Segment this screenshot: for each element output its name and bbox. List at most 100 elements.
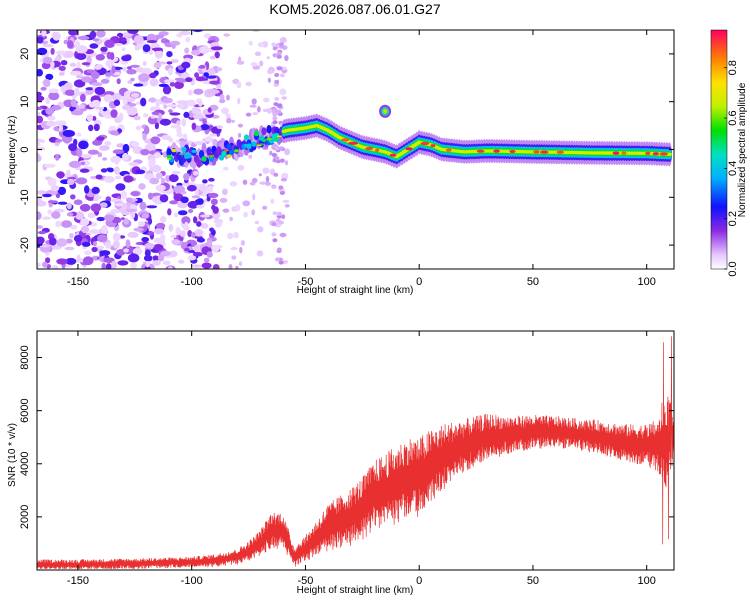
heatmap-cell <box>284 55 289 62</box>
heatmap-cell <box>42 261 48 268</box>
heatmap-cell <box>176 33 183 38</box>
heatmap-cell <box>280 177 287 182</box>
heatmap-cell <box>155 172 163 180</box>
x-tick-label: -100 <box>181 575 203 587</box>
heatmap-cell <box>87 212 96 219</box>
heatmap-cell <box>405 147 413 151</box>
heatmap-cell <box>47 115 56 121</box>
heatmap-cell <box>37 236 45 245</box>
heatmap-cell <box>120 190 127 200</box>
heatmap-cell <box>169 82 176 87</box>
heatmap-cell <box>45 107 55 115</box>
heatmap-cell <box>236 60 245 65</box>
heatmap-cell <box>84 185 90 194</box>
heatmap-cell <box>122 98 128 106</box>
heatmap-cell <box>119 235 126 239</box>
snr-x-ticks: -150 -100 -50 0 50 100 <box>67 331 656 587</box>
heatmap-cell <box>178 153 185 156</box>
heatmap-cell <box>430 144 436 148</box>
heatmap-cell <box>105 72 112 77</box>
heatmap-cell <box>138 183 146 190</box>
heatmap-cell <box>141 213 149 219</box>
colorbar-gradient <box>711 30 727 269</box>
heatmap-cell <box>103 175 115 183</box>
heatmap-cell <box>207 67 216 76</box>
heatmap-cell <box>210 198 218 205</box>
heatmap-cell <box>52 31 61 41</box>
heatmap-cell <box>139 201 147 211</box>
heatmap-cell <box>184 47 190 54</box>
heatmap-cell <box>171 43 176 49</box>
heatmap-cell <box>56 171 65 179</box>
heatmap-cell <box>102 157 107 161</box>
heatmap-cell <box>169 112 181 116</box>
heatmap-cell <box>37 115 44 124</box>
heatmap-cell <box>168 174 179 183</box>
heatmap-cell <box>196 159 202 168</box>
heatmap-cell <box>253 130 260 137</box>
heatmap-cell <box>68 160 81 168</box>
heatmap-cell <box>37 225 43 229</box>
colorbar-tick-label: 0.2 <box>727 211 739 226</box>
y-tick-label: -10 <box>19 189 31 205</box>
heatmap-cell <box>154 227 164 235</box>
heatmap-cell <box>176 182 183 187</box>
heatmap-cell <box>103 257 115 264</box>
heatmap-cell <box>67 176 77 180</box>
heatmap-cell <box>276 135 282 138</box>
heatmap-cell <box>37 153 41 162</box>
heatmap-cell <box>181 118 187 127</box>
x-tick-label: -150 <box>67 276 89 288</box>
heatmap-cell <box>42 56 53 64</box>
heatmap-cell <box>207 89 220 95</box>
heatmap-cell <box>169 250 178 258</box>
heatmap-cell <box>271 152 277 157</box>
heatmap-cell <box>154 122 159 130</box>
heatmap-cell <box>126 68 137 75</box>
heatmap-cell <box>113 99 121 107</box>
heatmap-cell <box>111 65 116 74</box>
heatmap-cell <box>47 209 53 215</box>
heatmap-cell <box>181 216 191 225</box>
heatmap-cell <box>282 199 290 204</box>
heatmap-cell <box>86 114 94 122</box>
heatmap-cell <box>88 124 94 132</box>
heatmap-cell <box>279 191 285 195</box>
heatmap-cell <box>242 200 251 207</box>
heatmap-cell <box>58 124 64 132</box>
heatmap-cell <box>40 86 47 91</box>
heatmap-cell <box>76 132 82 137</box>
heatmap-cell <box>94 64 102 70</box>
heatmap-cell <box>261 138 267 142</box>
heatmap-cell <box>219 94 225 100</box>
heatmap-cell <box>92 38 99 42</box>
heatmap-cell <box>95 245 105 250</box>
heatmap-cell <box>76 61 81 70</box>
heatmap-cell <box>276 247 282 252</box>
heatmap-cell <box>70 194 76 200</box>
heatmap-cell <box>37 95 45 102</box>
heatmap-cell <box>135 125 141 131</box>
heatmap-cell <box>251 209 255 216</box>
heatmap-cell <box>652 152 659 156</box>
heatmap-cell <box>99 145 110 151</box>
heatmap-cell <box>117 260 129 266</box>
heatmap-cell <box>240 240 245 246</box>
heatmap-cell <box>187 200 199 209</box>
heatmap-cell <box>389 153 397 157</box>
heatmap-cell <box>103 94 113 103</box>
heatmap-cell <box>37 68 43 77</box>
heatmap-cell <box>69 233 74 239</box>
heatmap-cell <box>533 150 540 154</box>
heatmap-cell <box>101 262 106 269</box>
heatmap-cell <box>155 184 166 192</box>
heatmap-cell <box>88 229 101 235</box>
heatmap-cell <box>206 239 213 248</box>
heatmap-cell <box>251 98 257 105</box>
heatmap-cell <box>37 262 41 268</box>
heatmap-cell <box>493 149 500 153</box>
heatmap-cell <box>37 111 41 117</box>
heatmap-cell <box>110 155 121 164</box>
heatmap-cell <box>75 211 85 220</box>
heatmap-cell <box>138 73 150 82</box>
